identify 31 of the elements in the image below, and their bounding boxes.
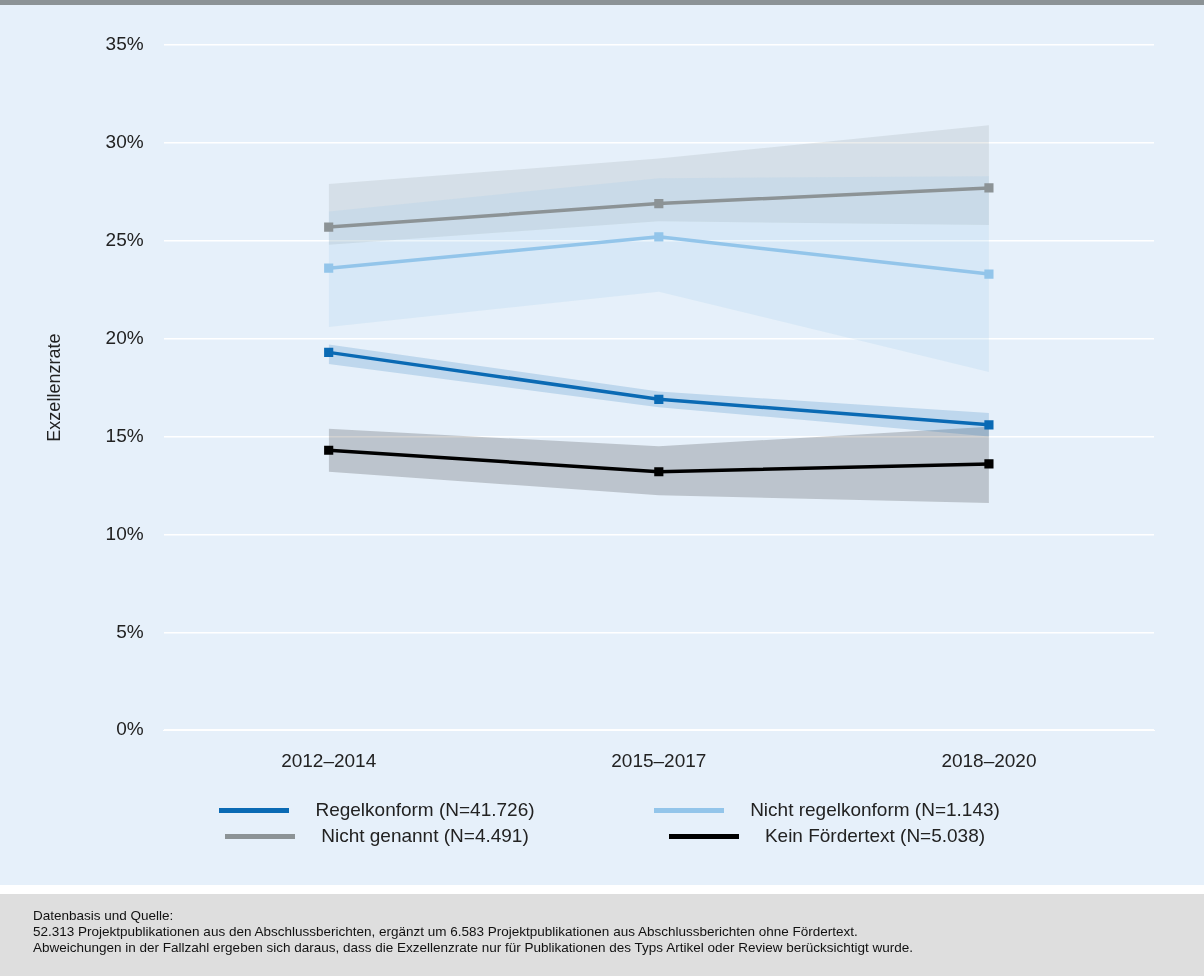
y-tick-label: 30% <box>105 131 144 153</box>
point <box>654 394 664 404</box>
legend-label: Nicht genannt (N=4.491) <box>321 825 529 847</box>
point <box>324 347 334 357</box>
point <box>654 467 664 477</box>
x-tick-label: 2018–2020 <box>941 749 1037 771</box>
text: Datenbasis und Quelle: <box>33 908 175 924</box>
point <box>984 183 994 193</box>
x-tick-label: 2012–2014 <box>281 749 377 771</box>
y-tick-label: 35% <box>105 33 144 55</box>
point <box>654 232 664 242</box>
point <box>984 459 994 469</box>
legend-label: Kein Fördertext (N=5.038) <box>764 825 986 847</box>
point <box>324 222 334 232</box>
y-tick-label: 10% <box>105 522 144 544</box>
legend-label: Nicht regelkonform (N=1.143) <box>750 799 1000 821</box>
point <box>324 445 334 455</box>
point <box>654 199 664 209</box>
legend-label: Regelkonform (N=41.726) <box>315 799 535 821</box>
x-tick-label: 2015–2017 <box>611 749 707 771</box>
point <box>324 263 334 273</box>
point <box>984 420 994 430</box>
y-tick-label: 0% <box>116 718 144 740</box>
y-axis-title: Exzellenzrate <box>43 333 64 442</box>
y-tick-label: 5% <box>116 620 144 642</box>
y-tick-label: 25% <box>105 229 144 251</box>
y-tick-label: 20% <box>105 326 144 348</box>
text: 52.313 Projektpublikationen aus den Abschlussberichten, ergänzt um 6.583 Projektpublikationen aus Abschlussberichten ohne Fördertext. <box>33 924 859 940</box>
point <box>984 269 994 279</box>
text: Abweichungen in der Fallzahl ergeben sich daraus, dass die Exzellenzrate nur für Publikationen des Typs Artikel oder Review berücksichtigt wurde. <box>33 940 914 956</box>
y-tick-label: 15% <box>105 424 144 446</box>
